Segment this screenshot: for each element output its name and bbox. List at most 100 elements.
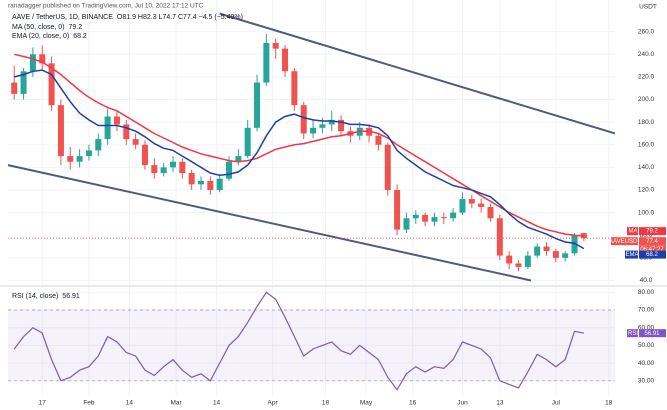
candle-body <box>310 127 317 134</box>
candle-body <box>431 217 438 222</box>
tag-value: 68.2 <box>646 252 658 258</box>
candle-body <box>394 190 401 230</box>
candle-body <box>524 255 531 267</box>
candle-body <box>160 167 167 174</box>
candle-body <box>95 139 102 151</box>
candle-body <box>254 82 261 128</box>
indicator-line <box>14 69 585 250</box>
candle-body <box>104 116 111 140</box>
candle-body <box>188 173 195 185</box>
tag-name: MA <box>629 229 638 235</box>
tag-value-box <box>639 227 666 236</box>
overlay: 17 Feb 14 Mar 14 Apr 18 May 16 Jun 13 Jul 18 40.0 60.0… <box>8 3 666 407</box>
y-tick-label: 40.00 <box>638 360 655 367</box>
candle-body <box>328 119 335 125</box>
candle-body <box>291 71 298 106</box>
candle-body <box>235 156 242 162</box>
x-tick-label: Feb <box>83 400 95 407</box>
trend-line <box>219 12 616 135</box>
candle-body <box>300 105 307 134</box>
x-tick-label: 14 <box>126 400 134 407</box>
candle-body <box>113 116 120 125</box>
candle-body <box>169 161 176 168</box>
y-tick-label: 80.00 <box>638 289 655 296</box>
rsi-line <box>13 291 585 391</box>
candle-body <box>272 42 279 49</box>
x-tick-label: Mar <box>170 400 182 407</box>
candle-body <box>552 251 559 258</box>
x-tick-label: Jul <box>552 400 561 407</box>
candle-body <box>487 206 494 219</box>
candle-body <box>496 218 503 256</box>
indicator-line <box>14 53 584 237</box>
candle-body <box>226 161 233 179</box>
candle-body <box>384 144 391 190</box>
candle-body <box>20 71 27 94</box>
candle-body <box>123 124 130 140</box>
x-tick-label: Apr <box>268 400 279 407</box>
candle-body <box>11 82 18 94</box>
x-tick-label: 17 <box>39 400 47 407</box>
tag-name: AAVEUSDT <box>609 239 641 245</box>
candle-body <box>440 217 447 219</box>
candle-body <box>459 199 466 213</box>
candle-body <box>319 124 326 128</box>
candle-body <box>375 135 382 145</box>
tag-value-box <box>639 237 666 246</box>
candle-body <box>207 180 214 190</box>
y-tick-label: 100.0 <box>638 209 655 216</box>
y-tick-label: 240.0 <box>638 51 655 58</box>
tag-name-box <box>611 237 638 246</box>
y-tick-label: 50.00 <box>638 342 655 349</box>
y-tick-label: 120.0 <box>638 187 655 194</box>
publisher: ranadagger published on TradingView.com,… <box>8 3 204 10</box>
legend-name: RSI (14, close) <box>12 293 58 300</box>
legend-name: MA (50, close, 0) <box>12 24 65 31</box>
legend-value: 79.2 <box>69 24 83 31</box>
tag-value: 77.4 <box>646 239 658 245</box>
y-tick-label: 70.00 <box>638 307 655 314</box>
grid <box>8 0 615 395</box>
candle-body <box>197 180 204 185</box>
countdown: 06:47:27 <box>640 247 664 253</box>
legend-name: EMA (20, close, 0) <box>12 33 69 40</box>
tag-name-box <box>625 250 638 259</box>
candle-body <box>48 63 55 106</box>
candle-body <box>515 263 522 267</box>
candle-body <box>244 127 251 157</box>
candle-body <box>468 199 475 204</box>
x-tick-label: 18 <box>322 400 330 407</box>
candle-body <box>543 246 550 252</box>
y-tick-label: 200.0 <box>638 96 655 103</box>
candle-body <box>562 253 569 258</box>
y-tick-label: 160.0 <box>638 141 655 148</box>
candle-body <box>282 48 289 72</box>
tag-value: 56.91 <box>644 331 660 337</box>
candle-body <box>57 105 64 157</box>
candle-body <box>412 214 419 219</box>
symbol: AAVE / TetherUS, 1D, BINANCE <box>12 14 113 21</box>
y-tick-label: 30.00 <box>638 378 655 385</box>
tag-name: EMA <box>625 252 638 258</box>
y-tick-label: 220.0 <box>638 74 655 81</box>
rsi-band <box>8 310 615 381</box>
candle-body <box>179 161 186 174</box>
candle-body <box>571 235 578 254</box>
candle-body <box>450 212 457 219</box>
tag-name: RSI <box>628 331 638 337</box>
x-tick-label: 18 <box>605 400 613 407</box>
x-tick-label: May <box>360 400 373 407</box>
countdown-box <box>639 245 666 254</box>
tag-value-box <box>639 329 666 338</box>
y-tick-label: 180.0 <box>638 119 655 126</box>
candle-body <box>478 203 485 207</box>
x-tick-label: 16 <box>409 400 417 407</box>
unit-label: USDT <box>639 4 657 11</box>
candle-body <box>216 178 223 190</box>
candle-body <box>506 255 513 264</box>
candle-body <box>29 54 36 72</box>
candle-body <box>263 42 270 83</box>
y-tick-label: 80.0 <box>640 232 653 239</box>
tag-value: 79.2 <box>646 229 658 235</box>
